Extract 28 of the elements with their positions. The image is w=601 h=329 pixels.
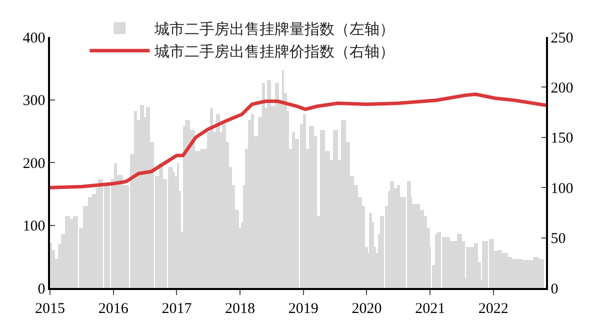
y2-tick-label: 50 [550,231,566,248]
x-tick-label: 2018 [225,300,256,317]
x-tick-label: 2016 [98,300,129,317]
bar [65,216,70,288]
y-tick-label: 0 [38,281,46,298]
y-tick-label: 100 [22,218,46,234]
line-series [50,92,546,190]
y-tick-label: 200 [22,156,46,172]
x-tick-label: 2019 [288,300,318,317]
y2-tick-label: 0 [550,281,558,298]
y2-tick-label: 100 [550,180,574,197]
bar [474,243,478,288]
bar [437,232,441,288]
y2-tick-label: 200 [550,80,574,96]
bar [134,111,137,288]
y-tick-label: 300 [22,93,46,109]
y2-tick-label: 150 [550,130,574,147]
legend-label: 城市二手房出售挂牌量指数（左轴） [154,21,395,38]
x-tick-label: 2020 [352,300,382,317]
bar [341,120,346,288]
legend-label: 城市二手房出售挂牌价指数（右轴） [154,44,395,60]
x-tick-label: 2022 [478,300,508,317]
x-tick-label: 2017 [162,300,192,317]
x-tick-label: 2015 [35,300,65,317]
y2-tick-label: 250 [550,30,574,46]
x-tick-label: 2021 [415,300,446,317]
y-tick-label: 400 [22,30,46,46]
bar [369,213,372,288]
